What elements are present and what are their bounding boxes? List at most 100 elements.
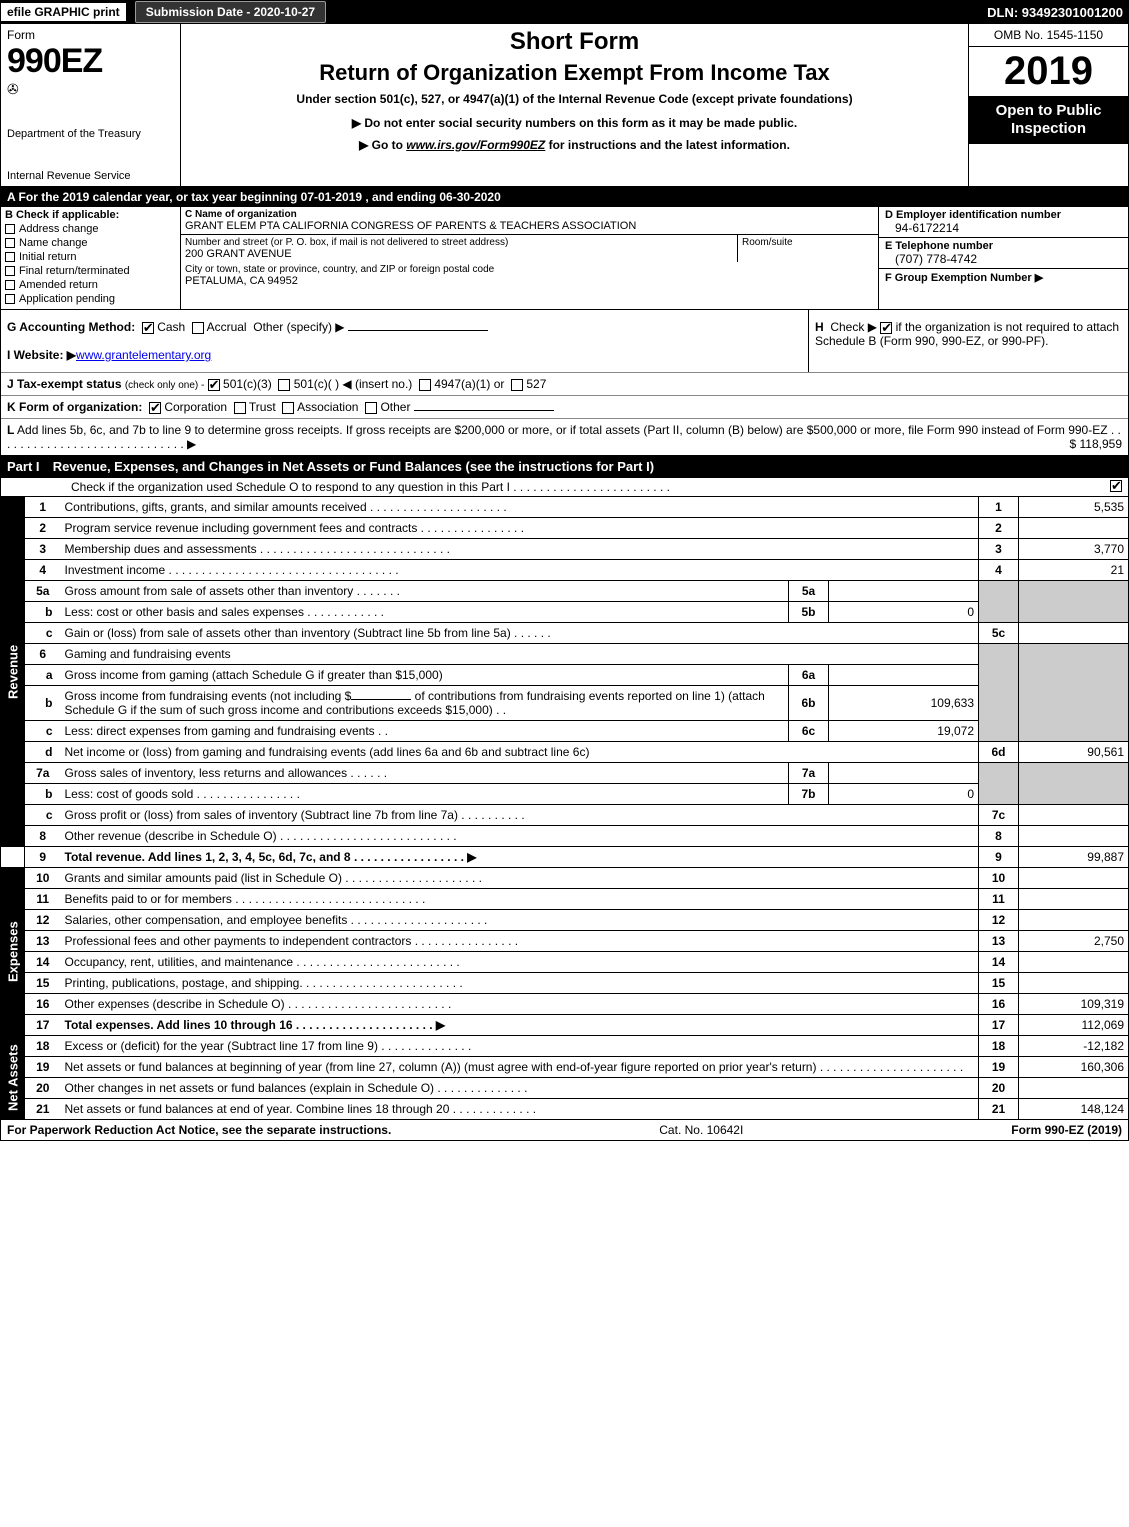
line-value [1019,889,1129,910]
row-j: J Tax-exempt status (check only one) - 5… [1,372,1128,395]
table-row: 6 Gaming and fundraising events [1,644,1129,665]
part-i-title: Revenue, Expenses, and Changes in Net As… [53,459,654,474]
line-value: 148,124 [1019,1099,1129,1120]
line-value [1019,805,1129,826]
chk-527[interactable] [511,379,523,391]
chk-final-return[interactable]: Final return/terminated [5,265,176,277]
chk-other-org[interactable] [365,402,377,414]
chk-accrual[interactable] [192,322,204,334]
line-value [1019,1078,1129,1099]
line-value: 112,069 [1019,1015,1129,1036]
table-row: b Gross income from fundraising events (… [1,686,1129,721]
netassets-side-label: Net Assets [1,1036,25,1120]
line-desc: Salaries, other compensation, and employ… [61,910,979,931]
line-desc: Gain or (loss) from sale of assets other… [61,623,979,644]
table-row: c Gross profit or (loss) from sales of i… [1,805,1129,826]
l-instruction-text: Add lines 5b, 6c, and 7b to line 9 to de… [7,423,1121,451]
mini-val [829,665,979,686]
cash-label: Cash [157,320,185,334]
grey-cell [979,763,1019,805]
chk-4947[interactable] [419,379,431,391]
line-value [1019,826,1129,847]
line-desc: Investment income . . . . . . . . . . . … [61,560,979,581]
mini-num: 7a [789,763,829,784]
group-exemption-label: F Group Exemption Number ▶ [885,271,1122,284]
line-value: 160,306 [1019,1057,1129,1078]
line-num: b [25,686,61,721]
line-num: 3 [25,539,61,560]
accrual-label: Accrual [207,320,247,334]
other-method-input[interactable] [348,330,488,331]
submission-date-button[interactable]: Submission Date - 2020-10-27 [135,1,326,23]
contrib-amount-input[interactable] [351,699,411,700]
line-num: 20 [25,1078,61,1099]
irs-label: Internal Revenue Service [7,170,174,182]
website-link[interactable]: www.grantelementary.org [76,348,211,362]
chk-name-change[interactable]: Name change [5,237,176,249]
chk-corporation[interactable] [149,402,161,414]
grey-cell [1019,581,1129,623]
line-num: c [25,721,61,742]
grey-cell [1019,763,1129,805]
table-row: 16 Other expenses (describe in Schedule … [1,994,1129,1015]
chk-501c3[interactable] [208,379,220,391]
line-colnum: 3 [979,539,1019,560]
line-num: b [25,784,61,805]
cat-number: Cat. No. 10642I [659,1123,743,1137]
chk-association[interactable] [282,402,294,414]
row-l: L Add lines 5b, 6c, and 7b to line 9 to … [1,418,1128,455]
line-value: 3,770 [1019,539,1129,560]
line-colnum: 10 [979,868,1019,889]
opt-501c: 501(c)( ) ◀ (insert no.) [294,377,413,391]
line-num: 16 [25,994,61,1015]
paperwork-notice: For Paperwork Reduction Act Notice, see … [7,1123,391,1137]
irs-link[interactable]: www.irs.gov/Form990EZ [406,138,545,152]
line-value [1019,518,1129,539]
line-colnum: 12 [979,910,1019,931]
row-g: G Accounting Method: Cash Accrual Other … [1,310,808,372]
line-colnum: 2 [979,518,1019,539]
chk-501c[interactable] [278,379,290,391]
chk-initial-return[interactable]: Initial return [5,251,176,263]
grey-cell [979,644,1019,742]
line-desc: Net assets or fund balances at end of ye… [61,1099,979,1120]
opt-527: 527 [526,377,546,391]
box-b: B Check if applicable: Address change Na… [1,207,181,309]
box-def: D Employer identification number 94-6172… [878,207,1128,309]
chk-cash[interactable] [142,322,154,334]
goto-link-row: ▶ Go to www.irs.gov/Form990EZ for instru… [189,138,960,152]
table-row: a Gross income from gaming (attach Sched… [1,665,1129,686]
street-value: 200 GRANT AVENUE [185,248,733,260]
line-desc: Printing, publications, postage, and shi… [61,973,979,994]
chk-amended-return[interactable]: Amended return [5,279,176,291]
schedule-o-check-text: Check if the organization used Schedule … [71,480,1110,494]
website-label: I Website: ▶ [7,348,76,362]
chk-address-change[interactable]: Address change [5,223,176,235]
line-num: 9 [25,847,61,868]
line-desc: Gross profit or (loss) from sales of inv… [61,805,979,826]
street-label: Number and street (or P. O. box, if mail… [185,237,733,248]
subtitle: Under section 501(c), 527, or 4947(a)(1)… [189,92,960,106]
ssn-notice: ▶ Do not enter social security numbers o… [189,116,960,130]
part-i-table: Revenue 1 Contributions, gifts, grants, … [0,496,1129,1120]
chk-schedule-b[interactable] [880,322,892,334]
table-row: 20 Other changes in net assets or fund b… [1,1078,1129,1099]
table-row: 15 Printing, publications, postage, and … [1,973,1129,994]
line-desc: Professional fees and other payments to … [61,931,979,952]
line-num: c [25,805,61,826]
chk-schedule-o-part-i[interactable] [1110,480,1122,492]
h-label: H [815,320,824,334]
chk-application-pending[interactable]: Application pending [5,293,176,305]
line-desc: Membership dues and assessments . . . . … [61,539,979,560]
table-row: Expenses 10 Grants and similar amounts p… [1,868,1129,889]
mini-val: 0 [829,784,979,805]
other-org-input[interactable] [414,410,554,411]
line-num: d [25,742,61,763]
mini-num: 5b [789,602,829,623]
line-num: b [25,602,61,623]
chk-trust[interactable] [234,402,246,414]
line-num: 7a [25,763,61,784]
line-colnum: 15 [979,973,1019,994]
line-colnum: 1 [979,497,1019,518]
city-value: PETALUMA, CA 94952 [185,275,874,287]
